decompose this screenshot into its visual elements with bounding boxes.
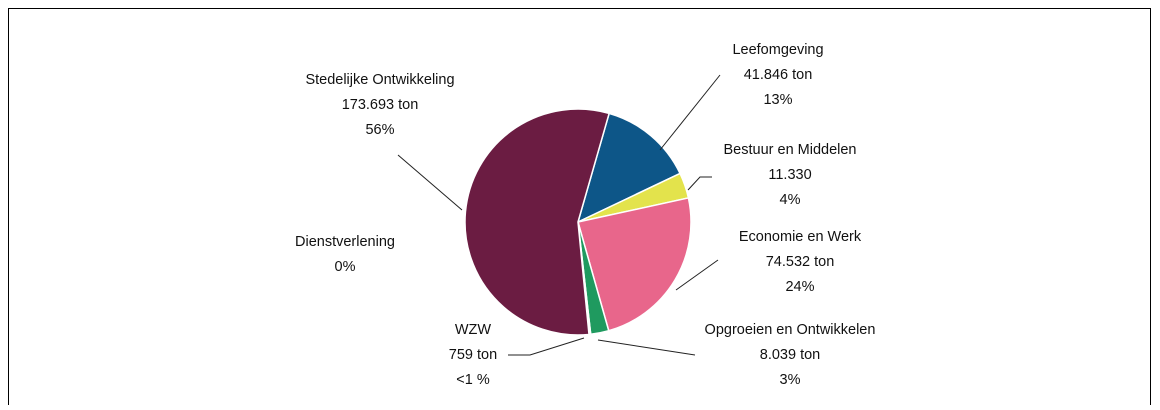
slice-name: Opgroeien en Ontwikkelen: [705, 322, 876, 338]
slice-value-label: 11.330: [768, 167, 811, 183]
pie-slice: [577, 197, 692, 332]
slice-percent-label: 13%: [763, 92, 792, 108]
slice-percent-label: 24%: [785, 279, 814, 295]
slice-value-label: 41.846 ton: [744, 67, 813, 83]
slice-value-label: 74.532 ton: [766, 254, 835, 270]
pie-slice: [576, 112, 682, 224]
slice-value-label: 8.039 ton: [760, 347, 820, 363]
slice-name: Bestuur en Middelen: [724, 142, 857, 158]
slice-name: Economie en Werk: [739, 229, 862, 245]
leader-line: [597, 339, 696, 356]
pie-slice: [464, 108, 611, 336]
leader-line: [675, 259, 719, 291]
leader-line: [508, 337, 585, 356]
slice-value-label: 759 ton: [449, 347, 497, 363]
slice-percent-label: <1 %: [456, 372, 490, 388]
labels: Leefomgeving 41.846 ton 13% Bestuur en Midd…: [295, 42, 875, 388]
slice-name: Stedelijke Ontwikkeling: [305, 72, 454, 88]
slice-percent-label: 3%: [780, 372, 801, 388]
slice-name: Leefomgeving: [732, 42, 823, 58]
slice-name: WZW: [455, 322, 492, 338]
slice-percent-label: 56%: [365, 122, 394, 138]
leader-line: [659, 74, 721, 151]
leader-line: [687, 176, 712, 191]
leader-line: [397, 154, 463, 211]
slice-value-label: 173.693 ton: [342, 97, 419, 113]
slice-percent-label: 0%: [335, 259, 356, 275]
slice-percent-label: 4%: [780, 192, 801, 208]
slice-name: Dienstverlening: [295, 234, 395, 250]
pie: [464, 108, 692, 336]
